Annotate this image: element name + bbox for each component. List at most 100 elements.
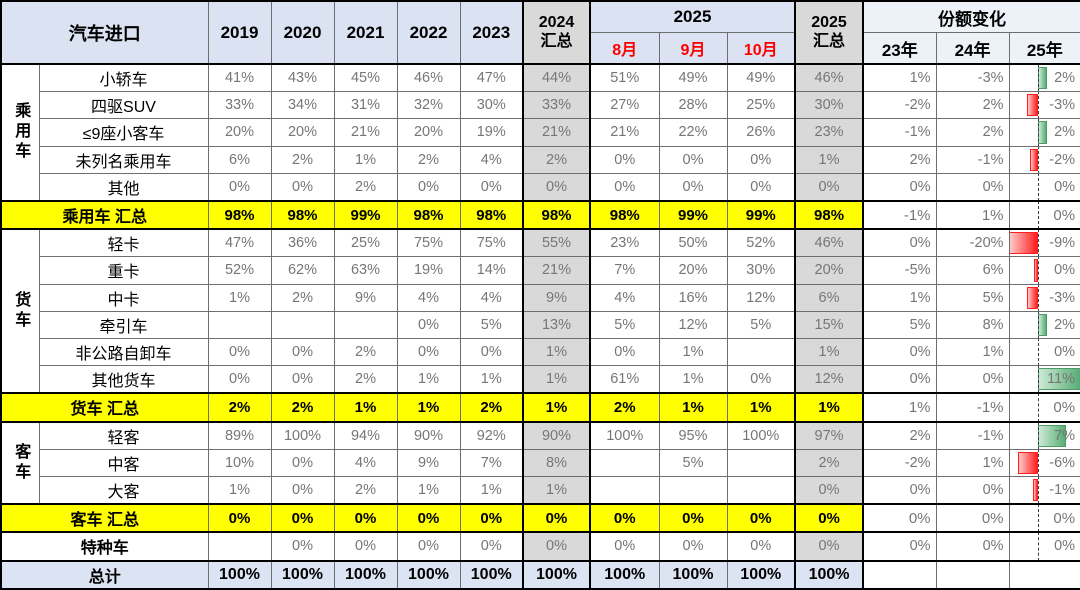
row-passenger-subtotal: 乘用车 汇总 98% 98% 99% 98% 98% 98% 98% 99% 99% 98% -1% 1…	[0, 199, 1080, 231]
cell-total-share24	[935, 559, 1010, 590]
cell-passenger-subtotal-share24: 1%	[935, 199, 1010, 231]
cell-special-vehicle-share23: 0%	[862, 531, 937, 562]
cell-special-vehicle-y2022: 0%	[396, 531, 461, 562]
cell-tractor-y2023: 5%	[459, 310, 524, 339]
cell-bus-subtotal-y2022: 0%	[396, 503, 461, 534]
col-header-2025: 2025	[589, 0, 796, 33]
col-header-2019: 2019	[207, 0, 272, 65]
cell-other-truck-sum2025: 12%	[794, 365, 865, 394]
cell-medium-bus-m10	[726, 448, 796, 477]
cell-total-m8: 100%	[589, 559, 660, 590]
table-title: 汽车进口	[0, 0, 209, 65]
cell-heavy-truck-y2022: 19%	[396, 256, 461, 285]
cell-total-share25	[1008, 559, 1080, 590]
cell-tractor-m9: 12%	[658, 310, 728, 339]
share-change-value: 0%	[1053, 509, 1076, 527]
cell-minibus-le9-y2021: 21%	[333, 118, 398, 147]
cell-truck-subtotal-share23: 1%	[862, 392, 937, 423]
cell-tractor-sum2025: 15%	[794, 310, 865, 339]
cell-other-share24: 0%	[935, 172, 1010, 202]
cell-bus-subtotal-share24: 0%	[935, 503, 1010, 534]
cell-large-bus-sum2024: 1%	[522, 475, 591, 505]
cell-bus-subtotal-y2019: 0%	[207, 503, 272, 534]
row-minibus-le9: ≤9座小客车 20% 20% 21% 20% 19% 21% 21% 22% 26% 23% -1% 2…	[1, 118, 1080, 147]
share-change-value: 2%	[1054, 124, 1076, 141]
cell-truck-subtotal-y2019: 2%	[207, 392, 272, 423]
cell-total-y2022: 100%	[396, 559, 461, 590]
cell-sedan-share25: 2%	[1008, 63, 1080, 93]
cell-bus-subtotal-sum2024: 0%	[522, 503, 591, 534]
cell-other-truck-y2020: 0%	[270, 365, 335, 394]
cell-heavy-truck-y2020: 62%	[270, 256, 335, 285]
cell-other-truck-y2022: 1%	[396, 365, 461, 394]
cell-minibus-le9-y2020: 20%	[270, 118, 335, 147]
row-medium-truck: 中卡 1% 2% 9% 4% 4% 9% 4% 16% 12% 6% 1% 5% -3%	[1, 283, 1080, 312]
share-change-value: 0%	[1054, 178, 1076, 195]
cell-other-m9: 0%	[658, 172, 728, 202]
cell-passenger-subtotal-share25: 0%	[1008, 199, 1080, 231]
cell-sedan-sum2024: 44%	[522, 63, 591, 93]
cell-tractor-share25: 2%	[1008, 310, 1080, 339]
zero-axis-line	[1037, 339, 1039, 365]
cell-heavy-truck-m10: 30%	[726, 256, 796, 285]
cell-large-bus-y2020: 0%	[270, 475, 335, 505]
cell-offroad-dump-y2021: 2%	[333, 337, 398, 367]
zero-axis-line	[1037, 285, 1039, 311]
cell-other-m8: 0%	[589, 172, 660, 202]
cell-sedan-y2021: 45%	[333, 63, 398, 93]
cell-other-y2019: 0%	[207, 172, 272, 202]
cell-offroad-dump-y2020: 0%	[270, 337, 335, 367]
zero-axis-line	[1037, 506, 1039, 531]
cell-passenger-subtotal-m10: 99%	[726, 199, 796, 231]
cell-light-bus-sum2024: 90%	[522, 421, 591, 450]
zero-axis-line	[1037, 119, 1039, 146]
row-heavy-truck: 重卡 52% 62% 63% 19% 14% 21% 7% 20% 30% 20% -5% 6% 0%	[1, 256, 1080, 285]
cell-truck-subtotal-y2023: 2%	[459, 392, 524, 423]
share-change-value: -1%	[1049, 481, 1076, 498]
cell-tractor-y2020	[270, 310, 335, 339]
cell-minibus-le9-share23: -1%	[862, 118, 937, 147]
cell-suv-4wd-sum2024: 33%	[522, 91, 591, 120]
share-change-bar	[1010, 232, 1038, 255]
cell-large-bus-m8	[589, 475, 660, 505]
cell-other-truck-y2021: 2%	[333, 365, 398, 394]
row-label-sedan: 小轿车	[38, 63, 209, 93]
cell-passenger-subtotal-share23: -1%	[862, 199, 937, 231]
cell-suv-4wd-m8: 27%	[589, 91, 660, 120]
share-change-value: 0%	[1054, 343, 1076, 360]
col-header-2023: 2023	[459, 0, 524, 65]
cell-special-vehicle-m9: 0%	[658, 531, 728, 562]
col-header-september: 9月	[658, 32, 728, 65]
cell-truck-subtotal-sum2024: 1%	[522, 392, 591, 423]
cell-unlisted-passenger-y2021: 1%	[333, 145, 398, 174]
share-change-bar	[1037, 67, 1048, 90]
cell-total-m10: 100%	[726, 559, 796, 590]
cell-special-vehicle-y2023: 0%	[459, 531, 524, 562]
cell-heavy-truck-sum2025: 20%	[794, 256, 865, 285]
cell-large-bus-sum2025: 0%	[794, 475, 865, 505]
col-header-share-25: 25年	[1008, 32, 1080, 65]
cell-other-truck-sum2024: 1%	[522, 365, 591, 394]
cell-passenger-subtotal-y2020: 98%	[270, 199, 335, 231]
cell-tractor-share24: 8%	[935, 310, 1010, 339]
cell-offroad-dump-y2022: 0%	[396, 337, 461, 367]
share-change-value: 0%	[1054, 538, 1076, 555]
cell-truck-subtotal-m8: 2%	[589, 392, 660, 423]
cell-minibus-le9-sum2025: 23%	[794, 118, 865, 147]
zero-axis-line	[1037, 92, 1039, 118]
cell-medium-bus-share24: 1%	[935, 448, 1010, 477]
cell-other-m10: 0%	[726, 172, 796, 202]
cell-heavy-truck-share25: 0%	[1008, 256, 1080, 285]
row-label-minibus-le9: ≤9座小客车	[38, 118, 209, 147]
row-label-truck-subtotal: 货车 汇总	[0, 392, 209, 423]
row-large-bus: 大客 1% 0% 2% 1% 1% 1% 0% 0% 0% -1%	[1, 475, 1080, 505]
row-label-other: 其他	[38, 172, 209, 202]
cell-medium-bus-m9: 5%	[658, 448, 728, 477]
cell-large-bus-y2021: 2%	[333, 475, 398, 505]
col-header-share-23: 23年	[862, 32, 937, 65]
cell-heavy-truck-share23: -5%	[862, 256, 937, 285]
cell-truck-subtotal-y2021: 1%	[333, 392, 398, 423]
cell-light-truck-y2019: 47%	[207, 228, 272, 258]
col-header-2020: 2020	[270, 0, 335, 65]
cell-offroad-dump-m8: 0%	[589, 337, 660, 367]
